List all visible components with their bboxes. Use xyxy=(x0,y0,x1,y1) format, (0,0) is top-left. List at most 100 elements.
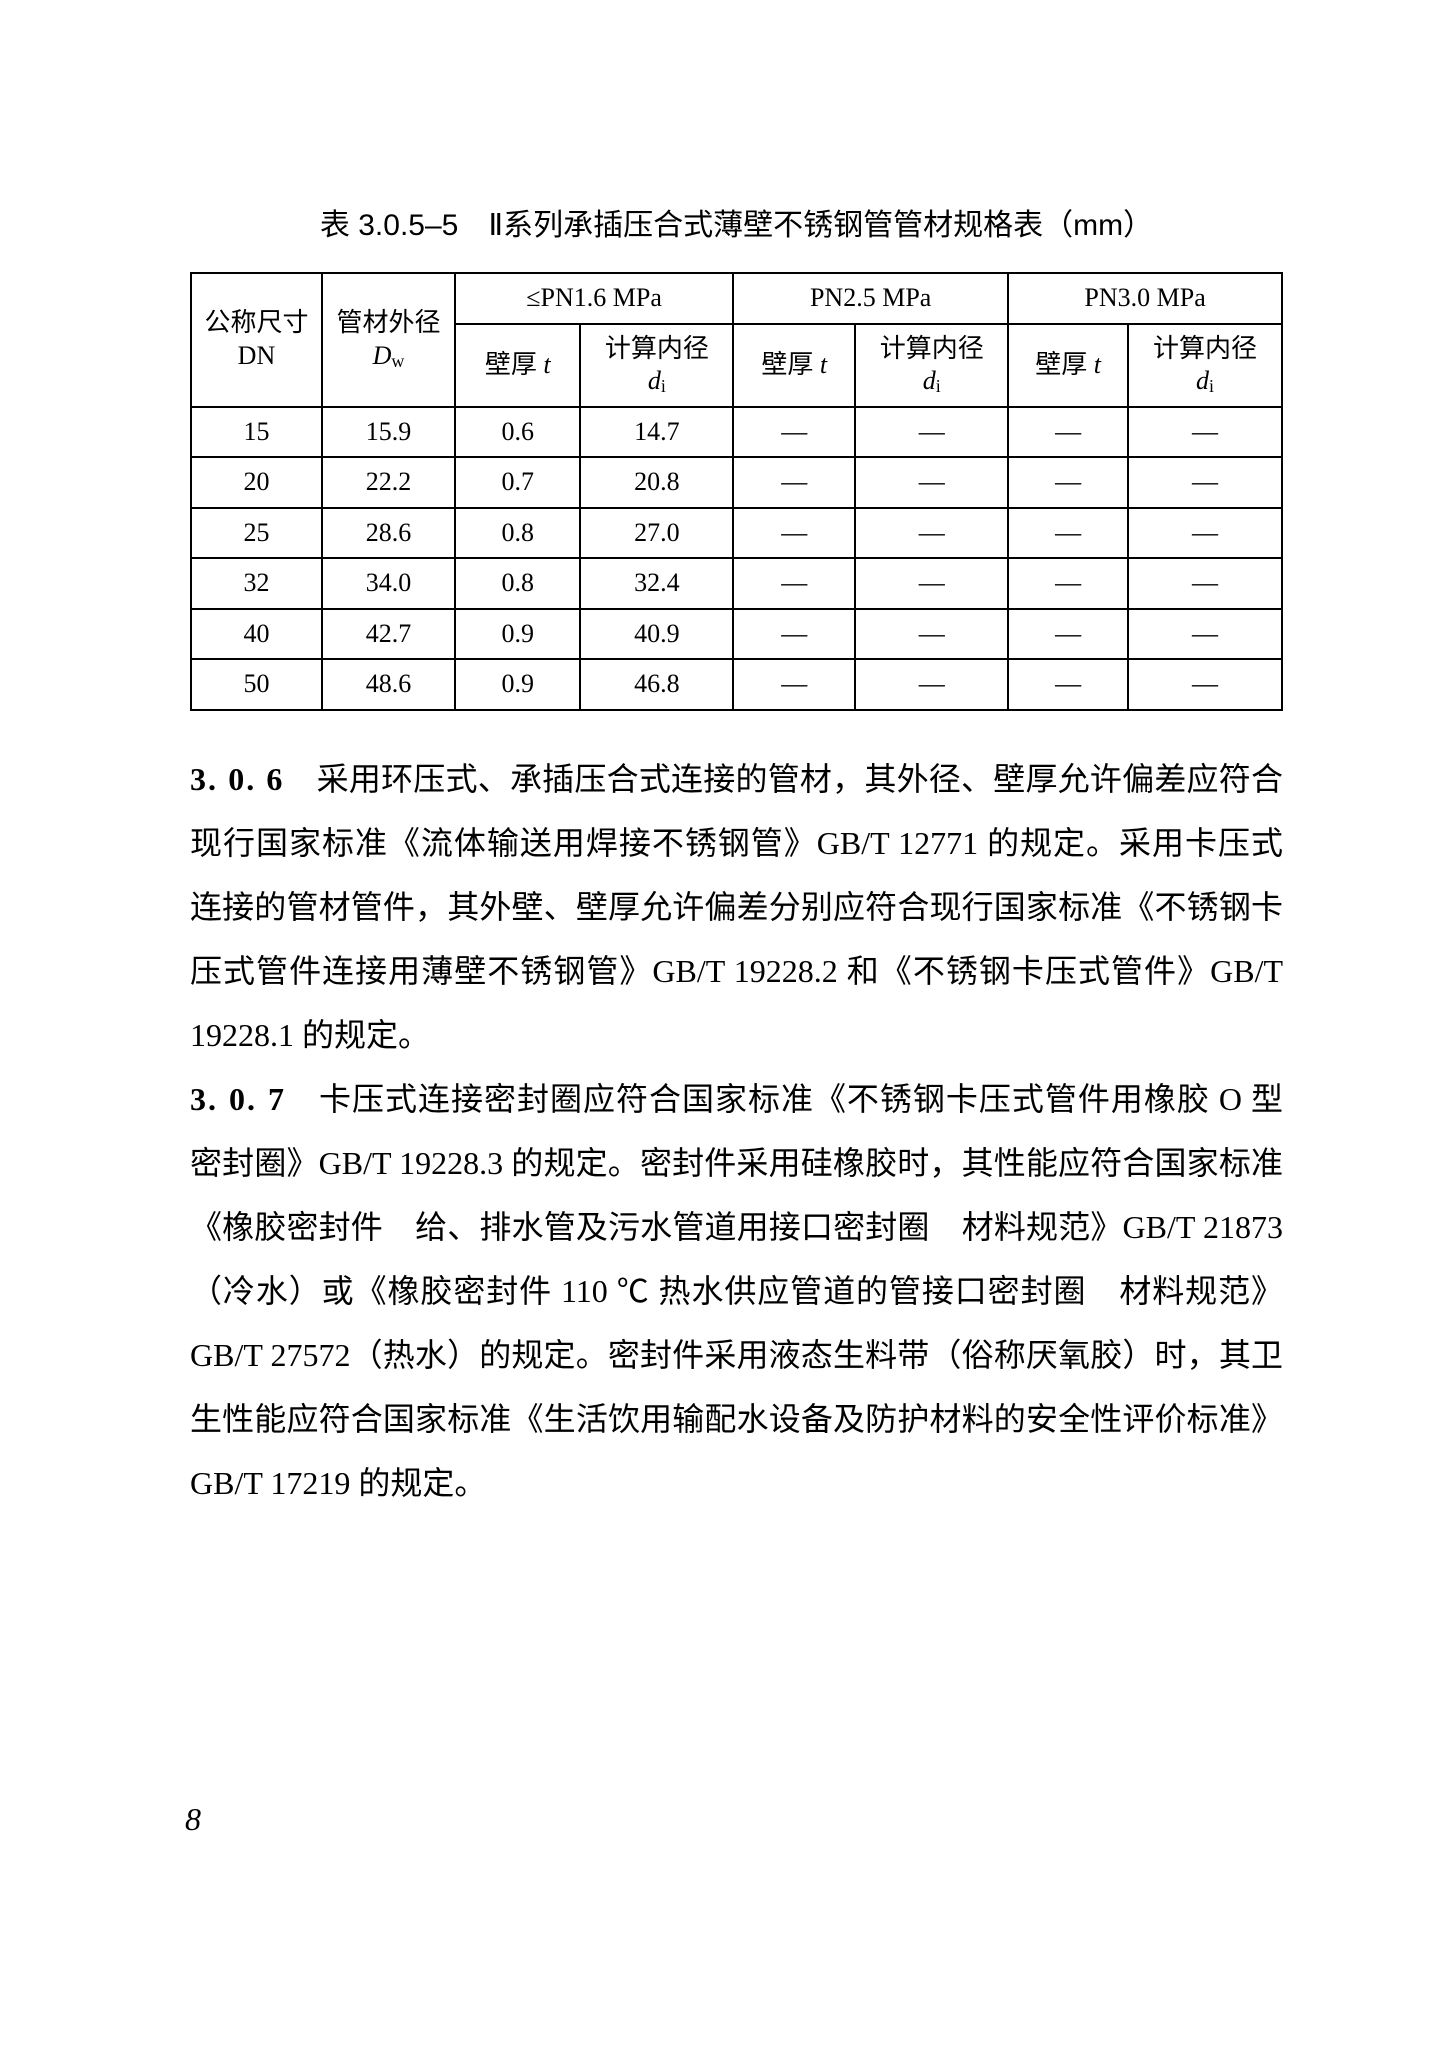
table-row: 40 42.7 0.9 40.9 — — — — xyxy=(191,609,1282,660)
dn-label-1: 公称尺寸 xyxy=(204,308,308,337)
table-row: 50 48.6 0.9 46.8 — — — — xyxy=(191,659,1282,710)
dw-label-1: 管材外径 xyxy=(336,308,440,337)
col-dw: 管材外径 Dw xyxy=(322,273,455,407)
clause-number: 3. 0. 7 xyxy=(190,1081,286,1117)
page: 表 3.0.5–5 Ⅱ系列承插压合式薄壁不锈钢管管材规格表（mm） 公称尺寸 D… xyxy=(0,0,1448,2048)
cell-t2: — xyxy=(733,508,855,559)
cell-t2: — xyxy=(733,659,855,710)
text: （热水）的规定。密封件采用液态生料带（俗称厌氧胶）时，其卫生性能应符合国家标准《… xyxy=(190,1337,1283,1437)
cell-dw: 34.0 xyxy=(322,558,455,609)
cell-t3: — xyxy=(1008,609,1128,660)
cell-dw: 28.6 xyxy=(322,508,455,559)
col-group-pn30: PN3.0 MPa xyxy=(1008,273,1282,324)
cell-dw: 15.9 xyxy=(322,407,455,458)
cell-d3: — xyxy=(1128,457,1282,508)
table-caption: 表 3.0.5–5 Ⅱ系列承插压合式薄壁不锈钢管管材规格表（mm） xyxy=(190,200,1283,244)
cell-t3: — xyxy=(1008,659,1128,710)
text: （冷水）或《橡胶密封件 110 ℃ 热水供应管道的管接口密封圈 材料规范》 xyxy=(190,1273,1283,1309)
dn-label-2: DN xyxy=(238,341,276,370)
dw-sym: D xyxy=(373,341,392,370)
d2-sym: d xyxy=(923,366,936,395)
d3-line1: 计算内径 xyxy=(1153,334,1257,363)
cell-d2: — xyxy=(855,508,1008,559)
d1-line1: 计算内径 xyxy=(605,334,709,363)
d3-sub: i xyxy=(1209,376,1214,396)
cell-t2: — xyxy=(733,457,855,508)
clause-number: 3. 0. 6 xyxy=(190,761,284,797)
cell-t1: 0.8 xyxy=(455,508,580,559)
cell-t3: — xyxy=(1008,407,1128,458)
col-group-pn25: PN2.5 MPa xyxy=(733,273,1008,324)
d2-line1: 计算内径 xyxy=(880,334,984,363)
cell-d3: — xyxy=(1128,407,1282,458)
page-number: 8 xyxy=(185,1801,201,1838)
spec-table: 公称尺寸 DN 管材外径 Dw ≤PN1.6 MPa PN2.5 MPa PN3… xyxy=(190,272,1283,711)
col-t1: 壁厚 t xyxy=(455,324,580,407)
col-d2: 计算内径 di xyxy=(855,324,1008,407)
cell-dw: 22.2 xyxy=(322,457,455,508)
cell-d1: 20.8 xyxy=(580,457,733,508)
t3-label: 壁厚 xyxy=(1035,350,1094,379)
cell-t2: — xyxy=(733,558,855,609)
t1-label: 壁厚 xyxy=(485,350,544,379)
table-header-row-1: 公称尺寸 DN 管材外径 Dw ≤PN1.6 MPa PN2.5 MPa PN3… xyxy=(191,273,1282,324)
table-row: 25 28.6 0.8 27.0 — — — — xyxy=(191,508,1282,559)
col-dn: 公称尺寸 DN xyxy=(191,273,322,407)
std-code: GB/T 21873 xyxy=(1123,1209,1283,1245)
text: 的规定。 xyxy=(302,1017,430,1053)
paragraph-307: 3. 0. 7 卡压式连接密封圈应符合国家标准《不锈钢卡压式管件用橡胶 O 型密… xyxy=(190,1067,1283,1515)
t3-sym: t xyxy=(1094,350,1101,379)
table-row: 32 34.0 0.8 32.4 — — — — xyxy=(191,558,1282,609)
cell-t1: 0.6 xyxy=(455,407,580,458)
cell-dn: 20 xyxy=(191,457,322,508)
cell-d2: — xyxy=(855,659,1008,710)
cell-d3: — xyxy=(1128,609,1282,660)
col-d1: 计算内径 di xyxy=(580,324,733,407)
cell-d1: 27.0 xyxy=(580,508,733,559)
cell-d1: 32.4 xyxy=(580,558,733,609)
cell-dn: 25 xyxy=(191,508,322,559)
t2-sym: t xyxy=(820,350,827,379)
cell-dn: 50 xyxy=(191,659,322,710)
cell-d1: 46.8 xyxy=(580,659,733,710)
cell-dn: 32 xyxy=(191,558,322,609)
cell-d1: 14.7 xyxy=(580,407,733,458)
std-code: GB/T 27572 xyxy=(190,1337,350,1373)
table-row: 20 22.2 0.7 20.8 — — — — xyxy=(191,457,1282,508)
d3-sym: d xyxy=(1196,366,1209,395)
std-code: GB/T 12771 xyxy=(817,825,987,861)
t2-label: 壁厚 xyxy=(761,350,820,379)
col-group-pn16: ≤PN1.6 MPa xyxy=(455,273,733,324)
cell-t2: — xyxy=(733,407,855,458)
std-code: GB/T 19228.3 xyxy=(319,1145,512,1181)
cell-d1: 40.9 xyxy=(580,609,733,660)
cell-d3: — xyxy=(1128,659,1282,710)
cell-dn: 40 xyxy=(191,609,322,660)
t1-sym: t xyxy=(543,350,550,379)
col-d3: 计算内径 di xyxy=(1128,324,1282,407)
cell-d2: — xyxy=(855,457,1008,508)
cell-t1: 0.8 xyxy=(455,558,580,609)
std-code: GB/T 19228.2 xyxy=(652,953,846,989)
cell-t2: — xyxy=(733,609,855,660)
col-t3: 壁厚 t xyxy=(1008,324,1128,407)
cell-t3: — xyxy=(1008,508,1128,559)
cell-dw: 42.7 xyxy=(322,609,455,660)
cell-d3: — xyxy=(1128,558,1282,609)
cell-t3: — xyxy=(1008,457,1128,508)
cell-t3: — xyxy=(1008,558,1128,609)
col-t2: 壁厚 t xyxy=(733,324,855,407)
cell-t1: 0.9 xyxy=(455,659,580,710)
cell-d2: — xyxy=(855,407,1008,458)
d1-sym: d xyxy=(648,366,661,395)
cell-dw: 48.6 xyxy=(322,659,455,710)
std-code: GB/T 17219 xyxy=(190,1465,358,1501)
cell-d2: — xyxy=(855,558,1008,609)
d2-sub: i xyxy=(936,376,941,396)
text: 的规定。 xyxy=(358,1465,486,1501)
table-row: 15 15.9 0.6 14.7 — — — — xyxy=(191,407,1282,458)
cell-t1: 0.9 xyxy=(455,609,580,660)
d1-sub: i xyxy=(661,376,666,396)
cell-d2: — xyxy=(855,609,1008,660)
cell-t1: 0.7 xyxy=(455,457,580,508)
